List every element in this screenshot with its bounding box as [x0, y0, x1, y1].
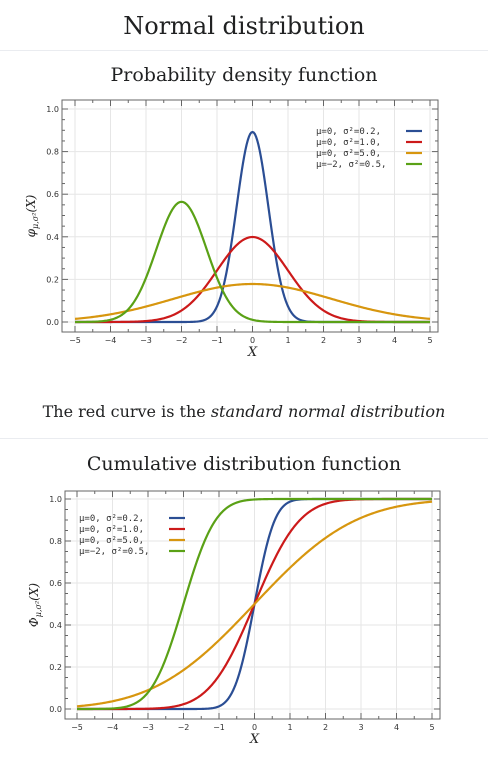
- pdf-x-tick-label: −2: [176, 336, 188, 345]
- cdf-x-tick-label: 1: [287, 723, 292, 732]
- pdf-x-tick-label: 5: [427, 336, 432, 345]
- pdf-legend-label: μ=−2, σ²=0.5,: [316, 160, 386, 170]
- cdf-x-axis-label: X: [249, 732, 260, 747]
- pdf-legend-label: μ=0, σ²=5.0,: [316, 149, 381, 159]
- pdf-y-tick-label: 0.6: [46, 190, 59, 199]
- caption-emphasis: standard normal distribution: [210, 402, 446, 421]
- pdf-y-tick-label: 1.0: [46, 105, 59, 114]
- caption: The red curve is the standard normal dis…: [0, 402, 488, 421]
- cdf-y-axis-label: Φμ,σ²(X): [27, 583, 43, 627]
- pdf-x-tick-label: 0: [250, 336, 255, 345]
- pdf-chart-svg: −5 −4 −3 −2 −1 0 1 2 3 4 5 0.0 0.2 0.4 0.6 0.8 1.0 Xφμ,σ²…: [24, 99, 439, 360]
- cdf-y-tick-label: 0.4: [49, 621, 62, 630]
- cdf-legend-label: μ=−2, σ²=0.5,: [79, 547, 149, 557]
- cdf-plot-frame: [64, 490, 441, 720]
- cdf-series-line-2: [76, 500, 433, 708]
- cdf-x-tick-label: 0: [252, 723, 257, 732]
- cdf-section-title: Cumulative distribution function: [86, 453, 402, 475]
- pdf-legend-label: μ=0, σ²=1.0,: [316, 138, 381, 148]
- cdf-x-tick-label: 4: [394, 723, 399, 732]
- cdf-x-tick-label: 5: [429, 723, 434, 732]
- cdf-y-tick-label: 0.8: [49, 537, 62, 546]
- pdf-x-tick-label: 3: [356, 336, 361, 345]
- pdf-section-title: Probability density function: [110, 64, 378, 86]
- pdf-x-tick-label: 2: [321, 336, 326, 345]
- pdf-y-tick-label: 0.4: [46, 233, 59, 242]
- pdf-series-line-2: [74, 282, 431, 320]
- pdf-x-tick-label: −3: [140, 336, 152, 345]
- cdf-x-tick-label: 3: [358, 723, 363, 732]
- pdf-y-axis-label: φμ,σ²(X): [24, 194, 40, 237]
- cdf-y-tick-label: 0.0: [49, 705, 62, 714]
- cdf-chart-svg: −5 −4 −3 −2 −1 0 1 2 3 4 5 0.0 0.2 0.4 0.6 0.8 1.0 X Φμ,σ²…: [27, 490, 441, 747]
- page-title: Normal distribution: [123, 12, 365, 40]
- cdf-x-tick-label: 2: [323, 723, 328, 732]
- cdf-x-tick-label: −1: [213, 723, 225, 732]
- divider: [0, 438, 488, 439]
- divider: [0, 50, 488, 51]
- pdf-y-tick-label: 0.2: [46, 275, 59, 284]
- cdf-x-tick-label: −4: [107, 723, 119, 732]
- cdf-y-tick-label: 0.6: [49, 579, 62, 588]
- pdf-y-tick-label: 0.8: [46, 148, 59, 157]
- pdf-x-tick-label: −4: [105, 336, 117, 345]
- cdf-chart: −5 −4 −3 −2 −1 0 1 2 3 4 5 0.0 0.2 0.4 0.6 0.8 1.0 X Φμ,σ²…: [0, 483, 488, 765]
- cdf-x-tick-label: −5: [71, 723, 83, 732]
- pdf-series-line-3: [74, 200, 430, 324]
- pdf-x-axis-label: X: [247, 345, 258, 360]
- cdf-legend-label: μ=0, σ²=5.0,: [79, 536, 144, 546]
- pdf-y-tick-label: 0.0: [46, 318, 59, 327]
- caption-text: The red curve is the: [42, 402, 211, 421]
- cdf-legend-label: μ=0, σ²=1.0,: [79, 525, 144, 535]
- pdf-x-tick-label: 1: [285, 336, 290, 345]
- pdf-x-tick-label: −1: [211, 336, 223, 345]
- cdf-legend-label: μ=0, σ²=0.2,: [79, 514, 144, 524]
- cdf-y-tick-label: 0.2: [49, 663, 62, 672]
- cdf-y-tick-label: 1.0: [49, 495, 62, 504]
- cdf-x-tick-label: −3: [142, 723, 154, 732]
- cdf-x-tick-label: −2: [178, 723, 190, 732]
- cdf-series-line-3: [77, 497, 432, 711]
- pdf-legend-label: μ=0, σ²=0.2,: [316, 127, 381, 137]
- pdf-x-tick-label: 4: [392, 336, 397, 345]
- pdf-x-tick-label: −5: [69, 336, 81, 345]
